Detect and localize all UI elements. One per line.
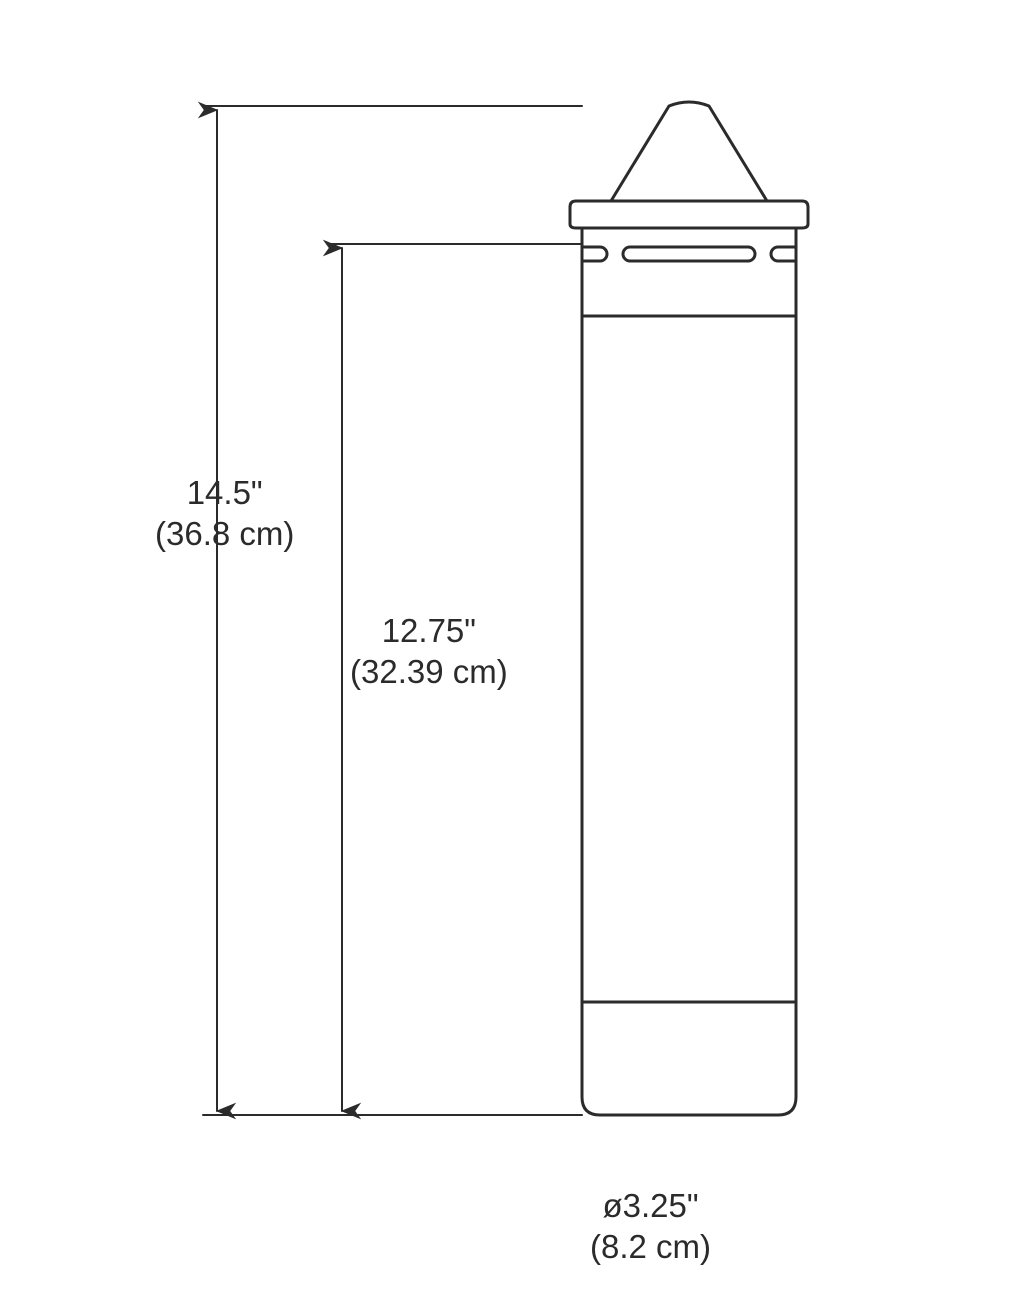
technical-drawing (0, 0, 1036, 1303)
dim-body-height-metric: (32.39 cm) (350, 651, 508, 692)
diagram-stage: 14.5" (36.8 cm) 12.75" (32.39 cm) ø3.25"… (0, 0, 1036, 1303)
dim-overall-height: 14.5" (36.8 cm) (155, 472, 294, 555)
dim-overall-height-imperial: 14.5" (155, 472, 294, 513)
dim-diameter-metric: (8.2 cm) (590, 1226, 711, 1267)
dim-body-height: 12.75" (32.39 cm) (350, 610, 508, 693)
dim-diameter: ø3.25" (8.2 cm) (590, 1185, 711, 1268)
dim-body-height-imperial: 12.75" (350, 610, 508, 651)
dim-diameter-imperial: ø3.25" (590, 1185, 711, 1226)
dim-overall-height-metric: (36.8 cm) (155, 513, 294, 554)
